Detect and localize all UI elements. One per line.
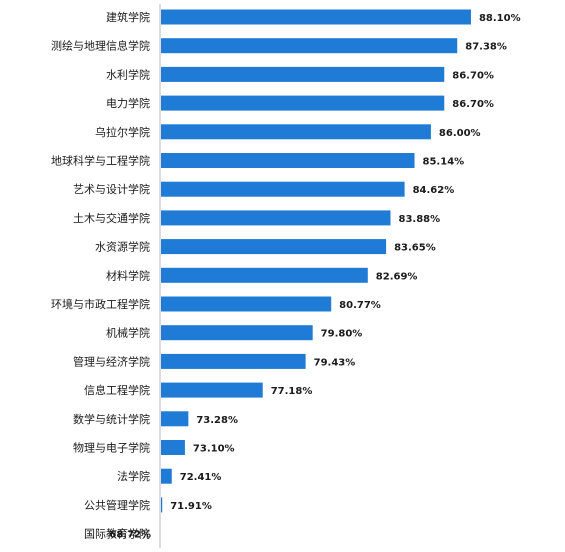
value-label: 79.43% — [314, 357, 356, 368]
bar — [161, 353, 306, 369]
value-label: 71.91% — [170, 501, 212, 512]
category-label: 地球科学与工程学院 — [51, 154, 150, 168]
bar — [161, 440, 185, 455]
bar — [161, 9, 471, 25]
value-label: 68.72% — [109, 530, 151, 541]
bar — [161, 124, 431, 140]
value-label: 86.70% — [452, 70, 494, 81]
bar — [161, 296, 332, 312]
category-label: 公共管理学院 — [84, 498, 150, 512]
value-label: 79.80% — [321, 329, 363, 340]
value-label: 83.88% — [398, 214, 440, 225]
category-label: 建筑学院 — [106, 10, 150, 24]
bar — [161, 66, 445, 82]
category-labels-group: 建筑学院测绘与地理信息学院水利学院电力学院乌拉尔学院地球科学与工程学院艺术与设计… — [51, 10, 150, 541]
value-label: 85.14% — [423, 157, 465, 168]
bar — [161, 210, 391, 226]
value-label: 87.38% — [465, 42, 507, 53]
bar — [161, 239, 387, 255]
bar — [161, 38, 458, 54]
bar — [161, 497, 163, 513]
bar — [161, 181, 405, 197]
category-label: 电力学院 — [106, 96, 150, 110]
value-label: 83.65% — [394, 243, 436, 254]
category-label: 物理与电子学院 — [73, 441, 150, 455]
bar — [161, 153, 415, 168]
value-label: 88.10% — [479, 13, 521, 24]
category-label: 土木与交通学院 — [73, 211, 150, 225]
category-label: 水资源学院 — [95, 240, 150, 254]
category-label: 环境与市政工程学院 — [51, 297, 150, 311]
category-label: 材料学院 — [106, 268, 150, 282]
category-label: 水利学院 — [106, 67, 150, 81]
category-label: 管理与经济学院 — [73, 354, 150, 368]
category-label: 法学院 — [117, 469, 150, 483]
bars-group — [161, 9, 471, 513]
category-label: 艺术与设计学院 — [73, 182, 150, 196]
value-label: 84.62% — [413, 185, 455, 196]
bar — [161, 267, 368, 283]
value-label: 73.10% — [193, 444, 235, 455]
bar — [161, 325, 313, 341]
category-label: 测绘与地理信息学院 — [51, 39, 150, 53]
bar — [161, 411, 189, 427]
category-label: 机械学院 — [106, 326, 150, 340]
value-label: 77.18% — [271, 386, 313, 397]
value-label: 86.00% — [439, 128, 481, 139]
bar — [161, 382, 263, 398]
value-label: 80.77% — [339, 300, 381, 311]
value-label: 86.70% — [452, 99, 494, 110]
value-label: 73.28% — [196, 415, 238, 426]
value-label: 82.69% — [376, 271, 418, 282]
category-label: 乌拉尔学院 — [95, 125, 150, 139]
value-label: 72.41% — [180, 472, 222, 483]
category-label: 信息工程学院 — [84, 383, 150, 397]
value-labels-group: 88.10% 87.38% 86.70% 86.70% 86.00% 85.14% 84.6… — [109, 13, 520, 541]
bar — [161, 468, 172, 484]
category-label: 数学与统计学院 — [73, 412, 150, 426]
category-label: 国际教育学院 — [84, 527, 150, 541]
bar — [161, 95, 445, 111]
